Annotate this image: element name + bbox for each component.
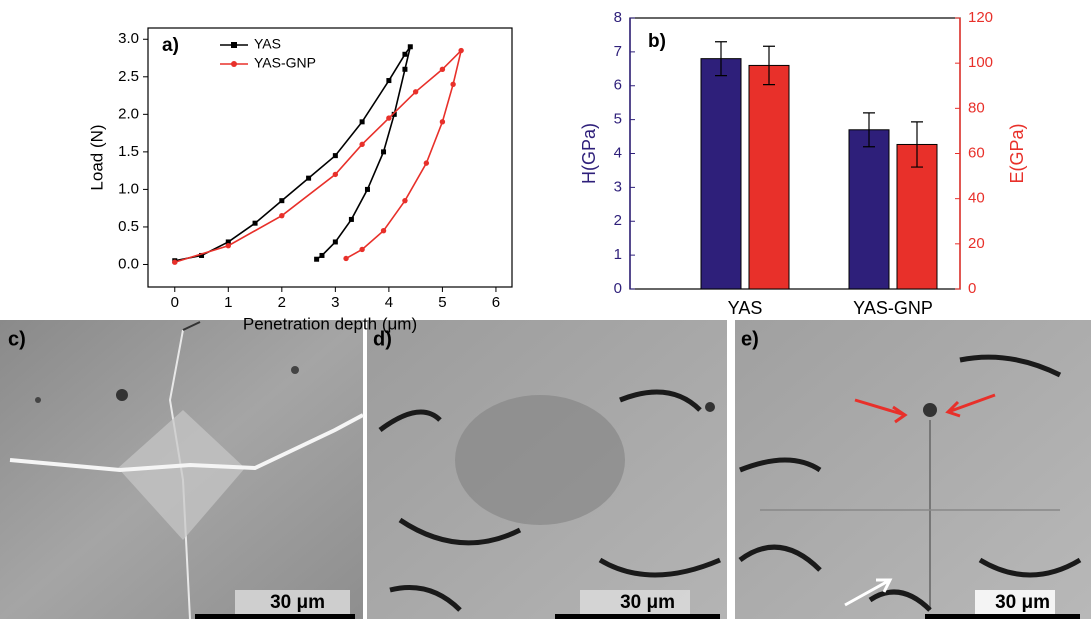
marker xyxy=(333,239,338,244)
marker xyxy=(402,67,407,72)
x-tick-label: 6 xyxy=(492,294,500,311)
marker xyxy=(349,217,354,222)
marker xyxy=(226,243,231,248)
y-axis-label: H(GPa) xyxy=(579,123,599,184)
marker xyxy=(333,172,338,177)
marker xyxy=(386,78,391,83)
marker xyxy=(413,89,418,94)
y-tick-label: 0.0 xyxy=(118,255,139,272)
panel-label: e) xyxy=(741,328,759,350)
marker xyxy=(402,52,407,57)
scale-label: 30 μm xyxy=(620,592,675,613)
x-tick-label: 5 xyxy=(438,294,446,311)
marker xyxy=(440,119,445,124)
y-tick-label: 4 xyxy=(614,144,622,161)
y-tick-label: 0.5 xyxy=(118,218,139,235)
x-axis-label: Penetration depth (μm) xyxy=(243,314,417,333)
legend-marker xyxy=(231,61,237,67)
marker xyxy=(343,256,348,261)
bar xyxy=(749,65,789,289)
y2-axis-label: E(GPa) xyxy=(1007,123,1027,183)
bar xyxy=(701,59,741,289)
x-tick-label: 3 xyxy=(331,294,339,311)
y-tick-label: 8 xyxy=(614,9,622,26)
sem-image xyxy=(735,320,1091,619)
x-tick-label: 0 xyxy=(171,294,179,311)
legend-label: YAS-GNP xyxy=(254,55,316,71)
panel-label: a) xyxy=(162,35,179,56)
y2-tick-label: 0 xyxy=(968,280,976,297)
legend-label: YAS xyxy=(254,36,281,52)
scale-label: 30 μm xyxy=(995,592,1050,613)
marker xyxy=(279,198,284,203)
x-tick-label: 4 xyxy=(385,294,393,311)
marker xyxy=(365,187,370,192)
x-tick-label: YAS xyxy=(728,298,763,318)
panel-label: c) xyxy=(8,328,26,350)
y-tick-label: 1.5 xyxy=(118,143,139,160)
x-tick-label: YAS-GNP xyxy=(853,298,933,318)
y-tick-label: 2.0 xyxy=(118,105,139,122)
x-tick-label: 1 xyxy=(224,294,232,311)
marker xyxy=(386,115,391,120)
marker xyxy=(408,44,413,49)
y-tick-label: 1 xyxy=(614,246,622,263)
y2-tick-label: 40 xyxy=(968,190,985,207)
y-tick-label: 7 xyxy=(614,43,622,60)
y2-tick-label: 120 xyxy=(968,9,993,26)
panel-label: b) xyxy=(648,31,666,52)
marker xyxy=(359,247,364,252)
scale-bar xyxy=(195,614,355,619)
data-line xyxy=(175,51,461,263)
data-line xyxy=(175,47,411,261)
marker xyxy=(359,142,364,147)
marker xyxy=(450,82,455,87)
y2-tick-label: 100 xyxy=(968,54,993,71)
marker xyxy=(424,160,429,165)
y-tick-label: 2 xyxy=(614,212,622,229)
y-tick-label: 3 xyxy=(614,178,622,195)
marker xyxy=(253,221,258,226)
y-tick-label: 3.0 xyxy=(118,30,139,47)
scale-bar xyxy=(925,614,1080,619)
marker xyxy=(172,260,177,265)
marker xyxy=(333,153,338,158)
y-tick-label: 5 xyxy=(614,111,622,128)
marker xyxy=(279,213,284,218)
sem-image xyxy=(0,320,363,619)
y2-tick-label: 60 xyxy=(968,144,985,161)
bar xyxy=(849,130,889,289)
marker xyxy=(440,67,445,72)
x-tick-label: 2 xyxy=(278,294,286,311)
y-axis-label: Load (N) xyxy=(87,124,106,190)
y-tick-label: 1.0 xyxy=(118,180,139,197)
marker xyxy=(319,253,324,258)
marker xyxy=(306,176,311,181)
y-tick-label: 0 xyxy=(614,280,622,297)
scale-label: 30 μm xyxy=(270,592,325,613)
y2-tick-label: 80 xyxy=(968,99,985,116)
scale-bar xyxy=(555,614,720,619)
marker xyxy=(360,119,365,124)
marker xyxy=(381,228,386,233)
legend-marker xyxy=(231,42,237,48)
sem-image xyxy=(367,320,727,619)
marker xyxy=(458,48,463,53)
y-tick-label: 6 xyxy=(614,77,622,94)
y2-tick-label: 20 xyxy=(968,235,985,252)
marker xyxy=(314,257,319,262)
figure: c) d) e) 30 μm 30 μm 30 μm 01234560.00.5… xyxy=(0,0,1091,619)
marker xyxy=(381,149,386,154)
y-tick-label: 2.5 xyxy=(118,68,139,85)
marker xyxy=(402,198,407,203)
